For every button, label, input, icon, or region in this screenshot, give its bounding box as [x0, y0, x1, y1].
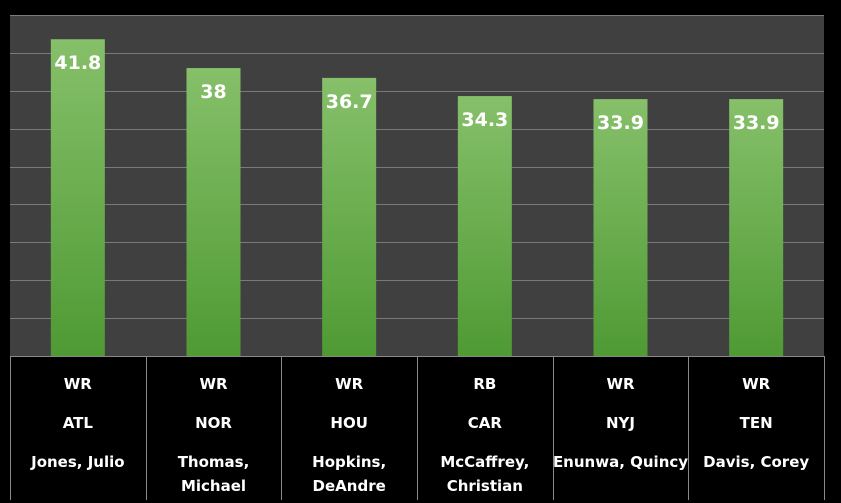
category-position-label: WR: [199, 375, 228, 393]
category-team-label: CAR: [468, 414, 503, 432]
category-position-label: RB: [473, 375, 496, 393]
value-label-5: 33.9: [733, 112, 780, 134]
category-position-label: WR: [742, 375, 771, 393]
value-label-4: 33.9: [597, 112, 644, 134]
bar-2: [322, 77, 377, 356]
category-name-label: Michael: [181, 477, 246, 495]
gridlines: [10, 15, 824, 319]
value-labels: 41.8 38 36.7 34.3 33.9 33.9: [54, 52, 779, 134]
category-name-label: McCaffrey,: [440, 453, 529, 471]
bars: [50, 39, 784, 357]
category-name-label: DeAndre: [313, 477, 386, 495]
bar-3: [457, 96, 512, 357]
category-team-label: HOU: [330, 414, 368, 432]
category-position-label: WR: [64, 375, 93, 393]
bar-0: [50, 39, 105, 356]
category-name-label: Jones, Julio: [30, 453, 124, 471]
category-name-label: Enunwa, Quincy: [553, 453, 688, 471]
category-name-label: Davis, Corey: [703, 453, 809, 471]
category-team-label: NYJ: [606, 414, 635, 432]
value-label-3: 34.3: [461, 109, 508, 131]
bar-1: [186, 68, 241, 357]
value-label-0: 41.8: [54, 52, 101, 74]
category-position-label: WR: [335, 375, 364, 393]
value-label-2: 36.7: [326, 91, 373, 113]
category-name-label: Thomas,: [178, 453, 250, 471]
category-name-label: Hopkins,: [312, 453, 386, 471]
category-position-label: WR: [606, 375, 635, 393]
category-table: WR ATL Jones, Julio WR NOR Thomas, Michael WR HO…: [10, 356, 825, 500]
bar-5: [729, 99, 784, 356]
value-label-1: 38: [200, 81, 226, 103]
plot-area: [10, 15, 824, 356]
bar-4: [593, 99, 648, 356]
category-team-label: TEN: [740, 414, 773, 432]
category-name-label: Christian: [447, 477, 523, 495]
category-team-label: NOR: [195, 414, 232, 432]
category-team-label: ATL: [63, 414, 94, 432]
